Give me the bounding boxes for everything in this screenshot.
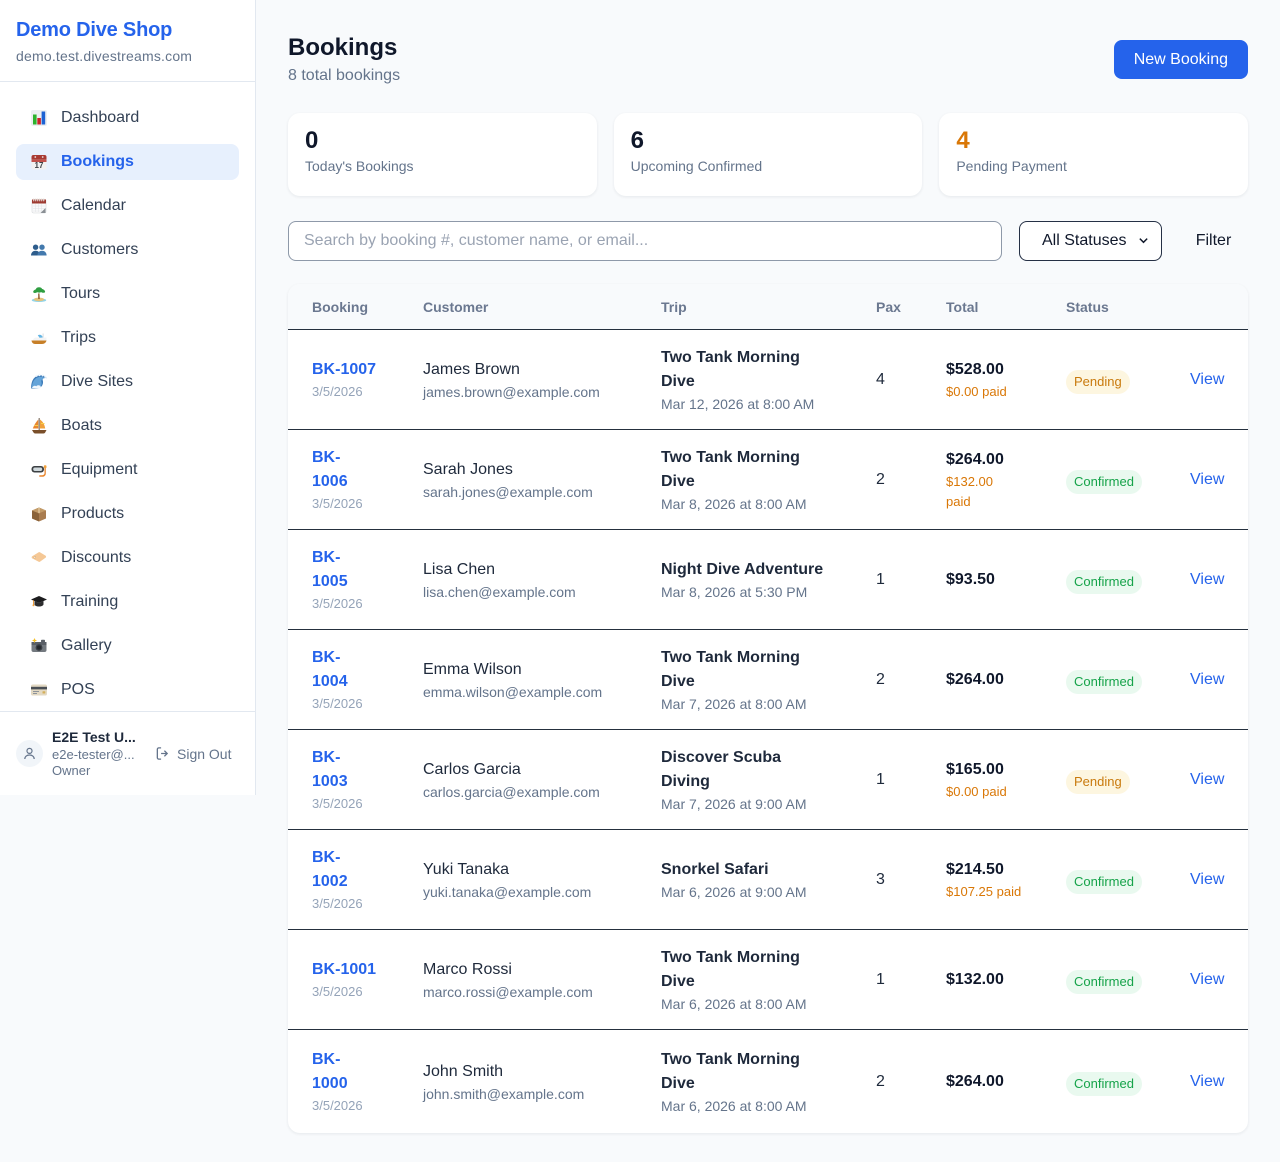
svg-text:17: 17 <box>35 161 44 170</box>
